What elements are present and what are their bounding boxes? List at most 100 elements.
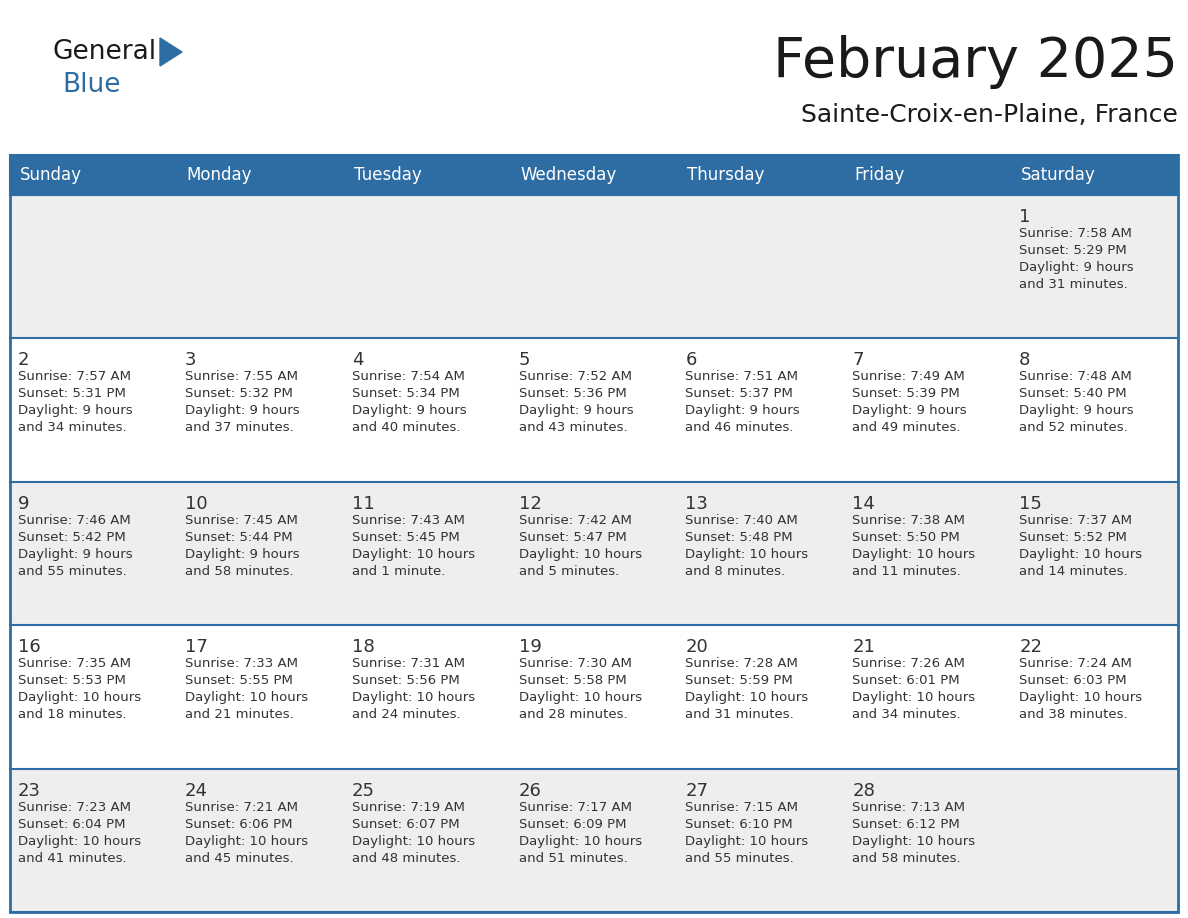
Text: Daylight: 9 hours: Daylight: 9 hours [1019, 261, 1133, 274]
Text: Sunset: 5:53 PM: Sunset: 5:53 PM [18, 674, 126, 688]
Text: Sunrise: 7:30 AM: Sunrise: 7:30 AM [519, 657, 632, 670]
Text: Sunrise: 7:33 AM: Sunrise: 7:33 AM [185, 657, 298, 670]
Text: and 11 minutes.: and 11 minutes. [852, 565, 961, 577]
Text: Sunset: 5:44 PM: Sunset: 5:44 PM [185, 531, 292, 543]
Text: Sunset: 5:39 PM: Sunset: 5:39 PM [852, 387, 960, 400]
Bar [845, 195, 1011, 339]
Text: and 46 minutes.: and 46 minutes. [685, 421, 794, 434]
Text: 10: 10 [185, 495, 208, 513]
Bar [10, 155, 1178, 912]
Text: Sunset: 5:56 PM: Sunset: 5:56 PM [352, 674, 460, 688]
Text: 22: 22 [1019, 638, 1042, 656]
Text: Sunset: 5:40 PM: Sunset: 5:40 PM [1019, 387, 1126, 400]
Text: Daylight: 9 hours: Daylight: 9 hours [352, 405, 467, 418]
Text: Sunset: 6:10 PM: Sunset: 6:10 PM [685, 818, 794, 831]
Bar [177, 768, 343, 912]
Bar [177, 482, 343, 625]
Text: and 31 minutes.: and 31 minutes. [1019, 278, 1127, 291]
Text: 9: 9 [18, 495, 30, 513]
Text: Sunrise: 7:21 AM: Sunrise: 7:21 AM [185, 800, 298, 813]
Bar [677, 155, 845, 195]
Text: Sunrise: 7:49 AM: Sunrise: 7:49 AM [852, 370, 965, 384]
Text: and 38 minutes.: and 38 minutes. [1019, 708, 1127, 722]
Bar [845, 155, 1011, 195]
Text: 13: 13 [685, 495, 708, 513]
Text: Daylight: 10 hours: Daylight: 10 hours [352, 691, 475, 704]
Bar [1011, 625, 1178, 768]
Text: Sunset: 5:37 PM: Sunset: 5:37 PM [685, 387, 794, 400]
Text: Sunrise: 7:19 AM: Sunrise: 7:19 AM [352, 800, 465, 813]
Bar [511, 482, 677, 625]
Text: 1: 1 [1019, 208, 1030, 226]
Text: Daylight: 10 hours: Daylight: 10 hours [1019, 691, 1143, 704]
Text: and 24 minutes.: and 24 minutes. [352, 708, 460, 722]
Text: Daylight: 10 hours: Daylight: 10 hours [18, 691, 141, 704]
Bar [511, 195, 677, 339]
Text: and 58 minutes.: and 58 minutes. [852, 852, 961, 865]
Text: Daylight: 10 hours: Daylight: 10 hours [519, 834, 642, 847]
Text: Sunrise: 7:42 AM: Sunrise: 7:42 AM [519, 514, 632, 527]
Text: and 41 minutes.: and 41 minutes. [18, 852, 127, 865]
Bar [177, 625, 343, 768]
Text: Daylight: 9 hours: Daylight: 9 hours [1019, 405, 1133, 418]
Text: General: General [52, 39, 156, 65]
Text: Sunset: 6:09 PM: Sunset: 6:09 PM [519, 818, 626, 831]
Bar [10, 155, 1178, 195]
Text: Sunrise: 7:55 AM: Sunrise: 7:55 AM [185, 370, 298, 384]
Text: Sunrise: 7:26 AM: Sunrise: 7:26 AM [852, 657, 965, 670]
Text: Daylight: 10 hours: Daylight: 10 hours [352, 548, 475, 561]
Text: 4: 4 [352, 352, 364, 369]
Bar [177, 155, 343, 195]
Text: and 55 minutes.: and 55 minutes. [685, 852, 795, 865]
Text: 8: 8 [1019, 352, 1030, 369]
Text: 24: 24 [185, 781, 208, 800]
Text: Daylight: 10 hours: Daylight: 10 hours [685, 548, 809, 561]
Text: Daylight: 9 hours: Daylight: 9 hours [18, 548, 133, 561]
Text: Daylight: 10 hours: Daylight: 10 hours [1019, 548, 1143, 561]
Text: Daylight: 10 hours: Daylight: 10 hours [352, 834, 475, 847]
Bar [1011, 482, 1178, 625]
Text: Sunset: 6:06 PM: Sunset: 6:06 PM [185, 818, 292, 831]
Text: Sunrise: 7:48 AM: Sunrise: 7:48 AM [1019, 370, 1132, 384]
Text: Sunrise: 7:51 AM: Sunrise: 7:51 AM [685, 370, 798, 384]
Text: Sunset: 5:42 PM: Sunset: 5:42 PM [18, 531, 126, 543]
Text: 12: 12 [519, 495, 542, 513]
Bar [343, 768, 511, 912]
Bar [511, 339, 677, 482]
Text: Daylight: 9 hours: Daylight: 9 hours [185, 548, 299, 561]
Text: Sunrise: 7:23 AM: Sunrise: 7:23 AM [18, 800, 131, 813]
Bar [511, 625, 677, 768]
Text: Sunrise: 7:57 AM: Sunrise: 7:57 AM [18, 370, 131, 384]
Text: Sunrise: 7:43 AM: Sunrise: 7:43 AM [352, 514, 465, 527]
Text: and 52 minutes.: and 52 minutes. [1019, 421, 1127, 434]
Text: 27: 27 [685, 781, 708, 800]
Text: Sunset: 6:12 PM: Sunset: 6:12 PM [852, 818, 960, 831]
Text: Sunset: 5:34 PM: Sunset: 5:34 PM [352, 387, 460, 400]
Text: Sunrise: 7:40 AM: Sunrise: 7:40 AM [685, 514, 798, 527]
Text: and 43 minutes.: and 43 minutes. [519, 421, 627, 434]
Text: Daylight: 10 hours: Daylight: 10 hours [852, 691, 975, 704]
Text: Sunrise: 7:38 AM: Sunrise: 7:38 AM [852, 514, 965, 527]
Text: and 14 minutes.: and 14 minutes. [1019, 565, 1127, 577]
Text: Daylight: 9 hours: Daylight: 9 hours [185, 405, 299, 418]
Bar [343, 482, 511, 625]
Bar [177, 339, 343, 482]
Text: Sunrise: 7:31 AM: Sunrise: 7:31 AM [352, 657, 465, 670]
Bar [677, 195, 845, 339]
Bar [845, 625, 1011, 768]
Text: Daylight: 9 hours: Daylight: 9 hours [685, 405, 800, 418]
Text: 26: 26 [519, 781, 542, 800]
Text: Sunrise: 7:54 AM: Sunrise: 7:54 AM [352, 370, 465, 384]
Text: and 40 minutes.: and 40 minutes. [352, 421, 460, 434]
Bar [10, 195, 177, 339]
Bar [1011, 339, 1178, 482]
Bar [845, 768, 1011, 912]
Text: Friday: Friday [854, 166, 904, 184]
Text: Sunset: 5:31 PM: Sunset: 5:31 PM [18, 387, 126, 400]
Text: and 55 minutes.: and 55 minutes. [18, 565, 127, 577]
Text: 28: 28 [852, 781, 876, 800]
Text: Sunset: 6:04 PM: Sunset: 6:04 PM [18, 818, 126, 831]
Text: 11: 11 [352, 495, 374, 513]
Text: 16: 16 [18, 638, 40, 656]
Text: Daylight: 10 hours: Daylight: 10 hours [685, 691, 809, 704]
